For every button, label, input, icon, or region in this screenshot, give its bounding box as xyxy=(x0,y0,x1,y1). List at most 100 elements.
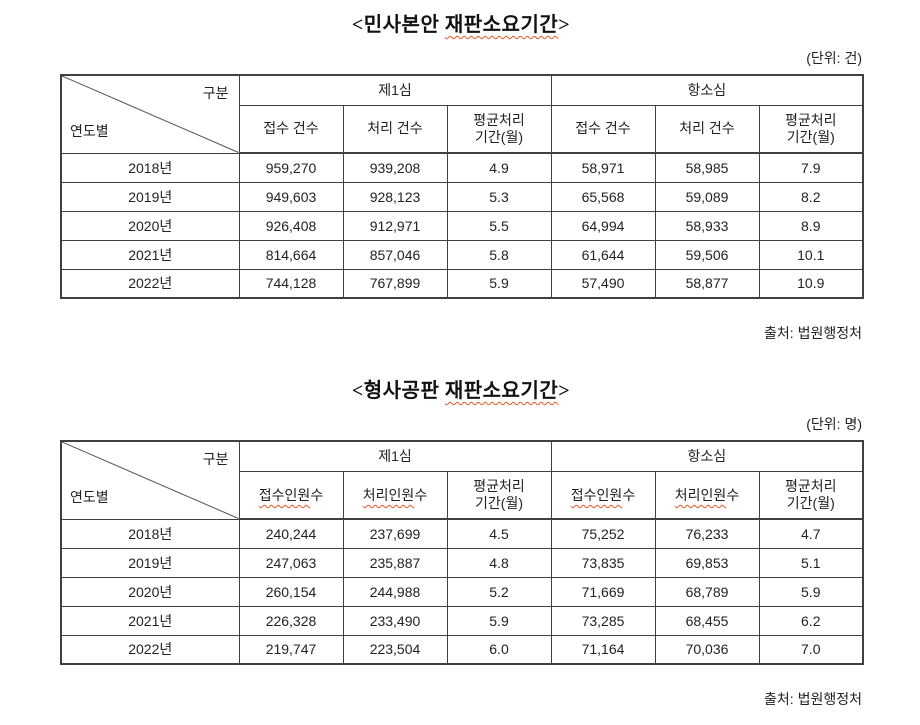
value-cell: 73,835 xyxy=(550,547,656,578)
diagonal-line xyxy=(62,442,239,519)
value-cell: 926,408 xyxy=(238,210,344,241)
civil-unit-label: (단위: 건) xyxy=(806,50,862,66)
value-cell: 928,123 xyxy=(342,181,448,212)
value-cell: 8.9 xyxy=(758,210,864,241)
year-cell: 2018년 xyxy=(60,518,240,549)
value-cell: 814,664 xyxy=(238,239,344,270)
table-row: 2022년 744,128 767,899 5.9 57,490 58,877 … xyxy=(60,268,864,299)
col-header: 접수인원 수 xyxy=(238,470,344,520)
title-close-bracket: > xyxy=(558,14,571,36)
col-header: 처리인원 수 xyxy=(654,470,760,520)
group-header-row: 구분 연도별 제1심 항소심 xyxy=(60,74,864,154)
table-row: 2020년 926,408 912,971 5.5 64,994 58,933 … xyxy=(60,210,864,241)
value-cell: 226,328 xyxy=(238,605,344,636)
civil-case-section: <민사본안 재판소요기간> (단위: 건) 구분 연도별 제1심 항소심 xyxy=(60,12,865,342)
year-cell: 2022년 xyxy=(60,268,240,299)
table-row: 2018년 959,270 939,208 4.9 58,971 58,985 … xyxy=(60,152,864,183)
col-header: 처리인원 수 xyxy=(342,470,448,520)
value-cell: 235,887 xyxy=(342,547,448,578)
group-header-first-instance: 제1심 xyxy=(238,440,552,472)
value-cell: 58,971 xyxy=(550,152,656,183)
value-cell: 68,455 xyxy=(654,605,760,636)
value-cell: 5.5 xyxy=(446,210,552,241)
col-header: 처리 건수 xyxy=(654,104,760,154)
value-cell: 240,244 xyxy=(238,518,344,549)
year-cell: 2021년 xyxy=(60,605,240,636)
criminal-unit-label: (단위: 명) xyxy=(806,416,862,432)
value-cell: 71,669 xyxy=(550,576,656,607)
value-cell: 73,285 xyxy=(550,605,656,636)
value-cell: 5.9 xyxy=(446,268,552,299)
value-cell: 912,971 xyxy=(342,210,448,241)
value-cell: 58,877 xyxy=(654,268,760,299)
corner-cell: 구분 연도별 xyxy=(60,74,240,154)
value-cell: 69,853 xyxy=(654,547,760,578)
corner-cell: 구분 연도별 xyxy=(60,440,240,520)
value-cell: 5.1 xyxy=(758,547,864,578)
col-header: 평균처리 기간(월) xyxy=(446,104,552,154)
value-cell: 7.9 xyxy=(758,152,864,183)
group-header-first-instance: 제1심 xyxy=(238,74,552,106)
value-cell: 949,603 xyxy=(238,181,344,212)
year-cell: 2019년 xyxy=(60,181,240,212)
year-cell: 2020년 xyxy=(60,576,240,607)
value-cell: 64,994 xyxy=(550,210,656,241)
criminal-case-table: 구분 연도별 제1심 항소심 접수인원 수 처리인원 수 평균처리 기간(월) … xyxy=(60,440,865,665)
value-cell: 857,046 xyxy=(342,239,448,270)
col-header: 접수 건수 xyxy=(238,104,344,154)
value-cell: 59,506 xyxy=(654,239,760,270)
value-cell: 65,568 xyxy=(550,181,656,212)
civil-case-table: 구분 연도별 제1심 항소심 접수 건수 처리 건수 평균처리 기간(월) 접수… xyxy=(60,74,865,299)
civil-table-title: <민사본안 재판소요기간> xyxy=(60,12,862,38)
value-cell: 57,490 xyxy=(550,268,656,299)
table-row: 2022년 219,747 223,504 6.0 71,164 70,036 … xyxy=(60,634,864,665)
value-cell: 10.9 xyxy=(758,268,864,299)
value-cell: 5.3 xyxy=(446,181,552,212)
document-page: <민사본안 재판소요기간> (단위: 건) 구분 연도별 제1심 항소심 xyxy=(60,12,865,708)
table-row: 2018년 240,244 237,699 4.5 75,252 76,233 … xyxy=(60,518,864,549)
value-cell: 4.5 xyxy=(446,518,552,549)
value-cell: 76,233 xyxy=(654,518,760,549)
corner-label-year: 연도별 xyxy=(70,122,109,139)
value-cell: 4.7 xyxy=(758,518,864,549)
year-cell: 2021년 xyxy=(60,239,240,270)
corner-label-gubun: 구분 xyxy=(202,451,229,467)
value-cell: 223,504 xyxy=(342,634,448,665)
civil-source-label: 출처: 법원행정처 xyxy=(764,325,862,341)
value-cell: 744,128 xyxy=(238,268,344,299)
value-cell: 68,789 xyxy=(654,576,760,607)
diagonal-line xyxy=(62,76,239,153)
value-cell: 767,899 xyxy=(342,268,448,299)
col-header: 평균처리 기간(월) xyxy=(758,104,864,154)
value-cell: 71,164 xyxy=(550,634,656,665)
criminal-case-section: <형사공판 재판소요기간> (단위: 명) 구분 연도별 제1심 항소심 xyxy=(60,378,865,708)
year-cell: 2020년 xyxy=(60,210,240,241)
col-header: 처리 건수 xyxy=(342,104,448,154)
corner-label-gubun: 구분 xyxy=(202,85,229,101)
title-text: <형사공판 xyxy=(351,380,445,402)
corner-label-year: 연도별 xyxy=(70,488,109,505)
value-cell: 260,154 xyxy=(238,576,344,607)
value-cell: 244,988 xyxy=(342,576,448,607)
title-spellcheck-text: 재판소요기간 xyxy=(444,380,559,402)
value-cell: 59,089 xyxy=(654,181,760,212)
value-cell: 10.1 xyxy=(758,239,864,270)
year-cell: 2022년 xyxy=(60,634,240,665)
table-row: 2020년 260,154 244,988 5.2 71,669 68,789 … xyxy=(60,576,864,607)
value-cell: 4.9 xyxy=(446,152,552,183)
criminal-source-label: 출처: 법원행정처 xyxy=(764,691,862,707)
title-text: <민사본안 xyxy=(351,14,445,36)
year-cell: 2018년 xyxy=(60,152,240,183)
value-cell: 4.8 xyxy=(446,547,552,578)
table-row: 2019년 247,063 235,887 4.8 73,835 69,853 … xyxy=(60,547,864,578)
value-cell: 5.9 xyxy=(758,576,864,607)
col-header: 평균처리 기간(월) xyxy=(446,470,552,520)
year-cell: 2019년 xyxy=(60,547,240,578)
group-header-row: 구분 연도별 제1심 항소심 xyxy=(60,440,864,520)
col-header: 접수인원 수 xyxy=(550,470,656,520)
table-row: 2021년 814,664 857,046 5.8 61,644 59,506 … xyxy=(60,239,864,270)
value-cell: 58,933 xyxy=(654,210,760,241)
value-cell: 6.0 xyxy=(446,634,552,665)
value-cell: 5.8 xyxy=(446,239,552,270)
table-row: 2021년 226,328 233,490 5.9 73,285 68,455 … xyxy=(60,605,864,636)
